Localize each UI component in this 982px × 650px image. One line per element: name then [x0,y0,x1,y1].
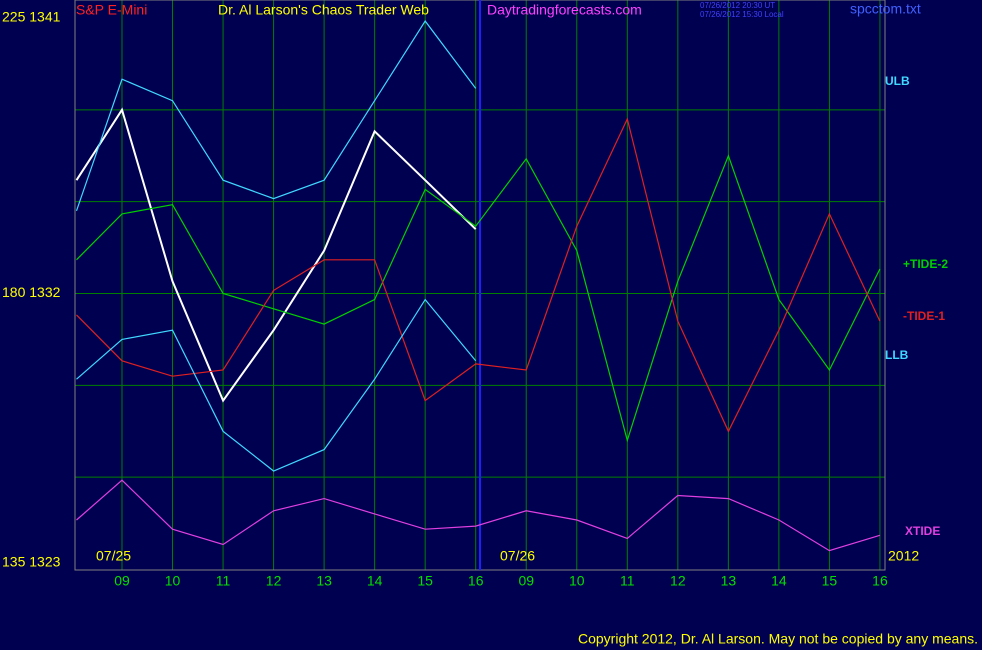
x-tick-label: 10 [165,573,181,589]
series-line [76,154,881,443]
x-tick-label: 16 [468,573,484,589]
file-name: spcctom.txt [850,1,921,17]
series-line [75,20,477,211]
chart-title: Dr. Al Larson's Chaos Trader Web [218,2,429,18]
timestamp: 07/26/2012 15:30 Local [700,10,784,19]
x-tick-label: 12 [266,573,282,589]
series-line [75,107,477,403]
y-tick-label: 135 1323 [2,554,61,570]
x-tick-label: 13 [721,573,737,589]
series-label: LLB [885,348,909,362]
series-label: ULB [885,74,910,88]
x-tick-label: 14 [771,573,787,589]
timestamp: 07/26/2012 20:30 UT [700,1,775,10]
x-tick-label: 12 [670,573,686,589]
x-tick-label: 16 [872,573,888,589]
x-tick-label: 13 [316,573,332,589]
x-tick-label: 10 [569,573,585,589]
x-tick-label: 15 [417,573,433,589]
instrument-label: S&P E-Mini [76,2,147,18]
date-label: 07/26 [500,548,535,564]
y-tick-label: 180 1332 [2,284,61,300]
series-label: +TIDE-2 [903,257,948,271]
x-tick-label: 14 [367,573,383,589]
x-tick-label: 09 [518,573,534,589]
series-label: XTIDE [905,524,940,538]
y-tick-label: 225 1341 [2,9,61,25]
date-label: 07/25 [96,548,131,564]
series-line [76,479,881,552]
site-name: Daytradingforecasts.com [487,2,642,18]
x-tick-label: 15 [822,573,838,589]
x-tick-label: 09 [114,573,130,589]
series-label: -TIDE-1 [903,309,945,323]
x-tick-label: 11 [620,573,635,589]
x-tick-label: 11 [216,573,231,589]
date-label: 2012 [888,548,919,564]
series-line [76,298,477,472]
copyright: Copyright 2012, Dr. Al Larson. May not b… [578,631,978,647]
series-line [76,117,881,433]
